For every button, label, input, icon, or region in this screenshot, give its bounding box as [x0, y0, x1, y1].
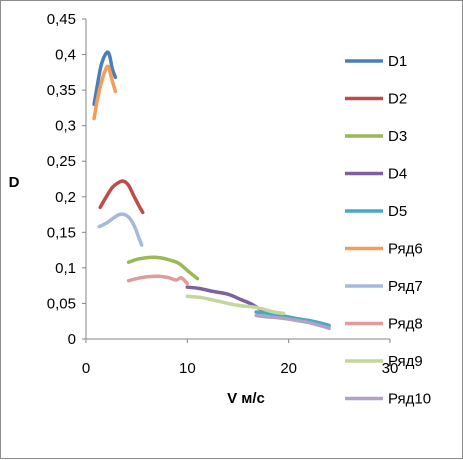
series-line-Ряд9: [185, 294, 286, 316]
legend-item: D1: [345, 53, 407, 70]
legend-label: Ряд9: [388, 353, 423, 370]
series-line-Ряд8: [126, 274, 190, 286]
y-tick-label: 0: [68, 331, 76, 348]
legend-label: D5: [388, 203, 407, 220]
y-tick-label: 0,05: [47, 295, 76, 312]
legend-item: D5: [345, 203, 407, 220]
y-tick-label: 0,45: [47, 11, 76, 28]
legend-item: D4: [345, 166, 407, 183]
legend-label: D3: [388, 128, 407, 145]
legend-label: Ряд7: [388, 278, 423, 295]
legend-item: Ряд6: [345, 241, 423, 258]
legend-item: D2: [345, 91, 407, 108]
y-tick-label: 0,4: [55, 47, 76, 64]
y-tick-label: 0,1: [55, 260, 76, 277]
y-tick-label: 0,15: [47, 224, 76, 241]
y-tick-label: 0,25: [47, 153, 76, 170]
legend-item: Ряд9: [345, 353, 423, 370]
y-tick-label: 0,2: [55, 189, 76, 206]
legend: D1 D2 D3 D4 D5 Ряд6 Ряд7 Ряд8 Ряд9 Ряд10: [345, 53, 431, 408]
legend-label: Ряд8: [388, 316, 423, 333]
y-tick-label: 0,35: [47, 82, 76, 99]
x-tick-label: 30: [382, 360, 399, 377]
legend-item: Ряд7: [345, 278, 423, 295]
plot-area: [92, 50, 331, 331]
x-tick-label: 0: [82, 360, 90, 377]
series-line-D1: [92, 50, 118, 107]
legend-label: Ряд6: [388, 241, 423, 258]
series-line-D5: [254, 310, 331, 328]
series-line-Ряд7: [97, 212, 144, 247]
x-tick-label: 20: [280, 360, 297, 377]
series-line-Ряд6: [92, 64, 118, 121]
series-line-D3: [126, 255, 200, 281]
legend-item: Ряд10: [345, 391, 431, 408]
series-line-Ряд10: [254, 313, 331, 331]
legend-label: D1: [388, 53, 407, 70]
x-tick-label: 10: [179, 360, 196, 377]
legend-item: D3: [345, 128, 407, 145]
y-axis-title: D: [9, 174, 20, 191]
y-axis-ticks: 0 0,05 0,1 0,15 0,2 0,25 0,3 0,35 0,4 0,45: [47, 11, 86, 348]
legend-item: Ряд8: [345, 316, 423, 333]
legend-label: Ряд10: [388, 391, 431, 408]
y-tick-label: 0,3: [55, 118, 76, 135]
x-axis-title: V м/с: [227, 390, 265, 407]
legend-label: D4: [388, 166, 407, 183]
series-line-D2: [98, 179, 145, 215]
x-axis-ticks: 0 10 20 30: [82, 339, 399, 377]
legend-label: D2: [388, 91, 407, 108]
